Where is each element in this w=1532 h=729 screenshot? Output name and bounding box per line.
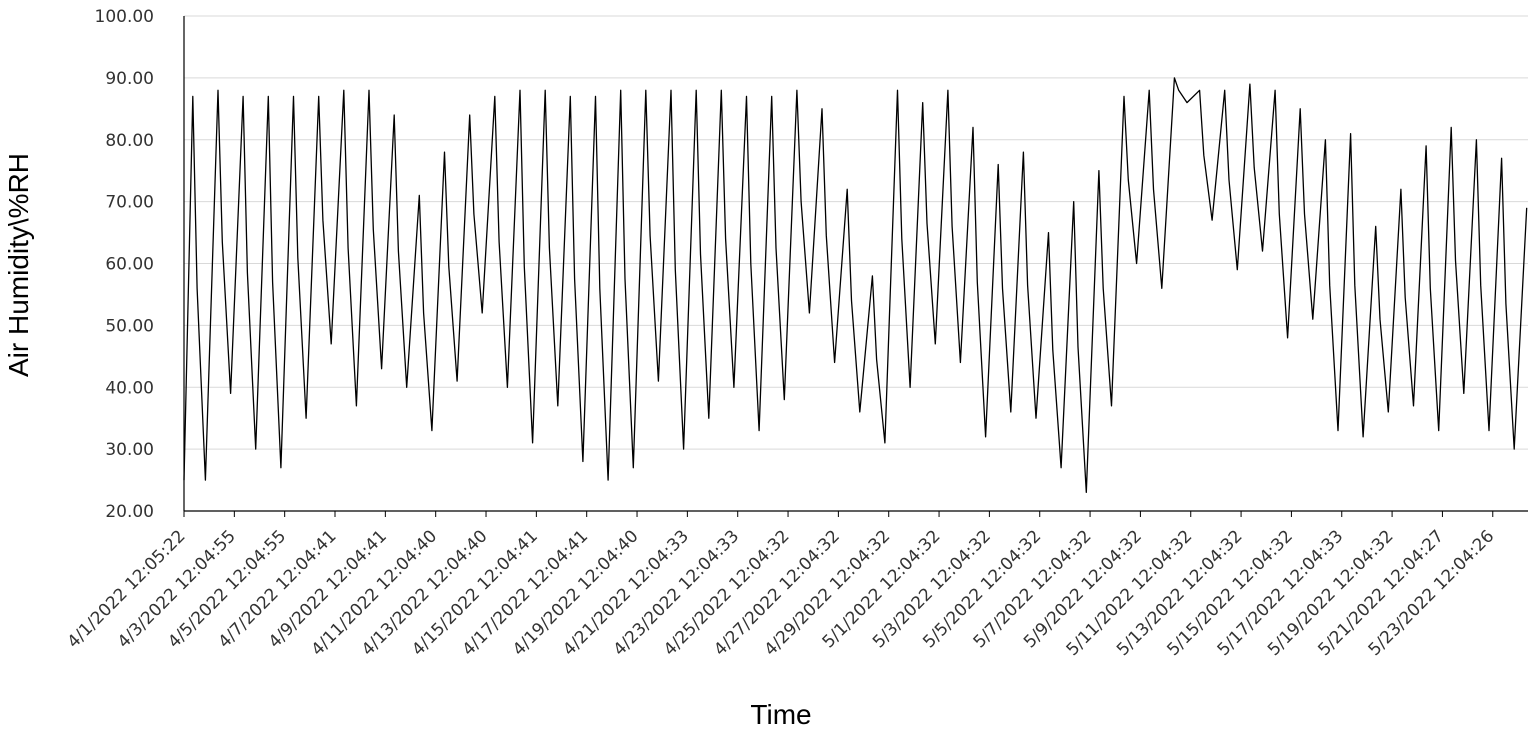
y-tick-label: 30.00: [105, 440, 154, 460]
y-tick-label: 100.00: [95, 7, 154, 27]
y-tick-label: 60.00: [105, 255, 154, 275]
y-axis-title: Air Humidity\%RH: [3, 153, 34, 377]
x-axis-title: Time: [750, 699, 811, 729]
y-tick-label: 80.00: [105, 131, 154, 151]
gridlines: [184, 15, 1528, 450]
humidity-series-line: [183, 77, 1528, 494]
y-tick-label: 90.00: [105, 69, 154, 89]
x-axis-tick-labels: 4/1/2022 12:05:224/3/2022 12:04:554/5/20…: [64, 526, 1499, 660]
y-tick-label: 70.00: [105, 193, 154, 213]
y-axis-tick-labels: 20.00 30.00 40.00 50.00 60.00 70.00 80.00 90.00…: [95, 7, 154, 522]
axes: [183, 16, 1528, 517]
y-tick-label: 20.00: [105, 502, 154, 522]
y-tick-label: 40.00: [105, 378, 154, 398]
y-tick-label: 50.00: [105, 316, 154, 336]
